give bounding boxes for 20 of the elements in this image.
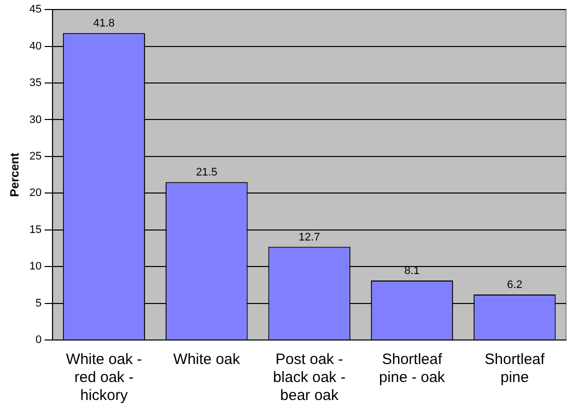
y-tick-label: 15	[29, 224, 42, 236]
y-tick-label: 5	[36, 297, 42, 310]
data-label: 41.8	[93, 18, 115, 30]
y-tick-label: 35	[29, 77, 42, 90]
x-tick-label: White oak	[173, 351, 240, 368]
y-tick-label: 40	[29, 40, 42, 52]
data-label: 21.5	[196, 166, 218, 179]
y-axis-title: Percent	[8, 152, 22, 197]
y-tick-label: 30	[29, 114, 42, 126]
y-tick-label: 10	[29, 260, 42, 273]
data-label: 12.7	[298, 231, 320, 244]
y-tick-label: 0	[36, 334, 42, 346]
x-tick-label: Shortleaf pine	[484, 351, 546, 386]
y-tick-label: 20	[29, 187, 42, 200]
y-tick-label: 45	[29, 4, 42, 16]
x-tick-label: Post oak - black oak - bear oak	[273, 351, 346, 404]
y-tick-label: 25	[29, 150, 42, 162]
x-tick-label: White oak - red oak - hickory	[66, 351, 142, 404]
data-label: 6.2	[507, 279, 522, 292]
x-tick-label: Shortleaf pine - oak	[379, 351, 446, 386]
